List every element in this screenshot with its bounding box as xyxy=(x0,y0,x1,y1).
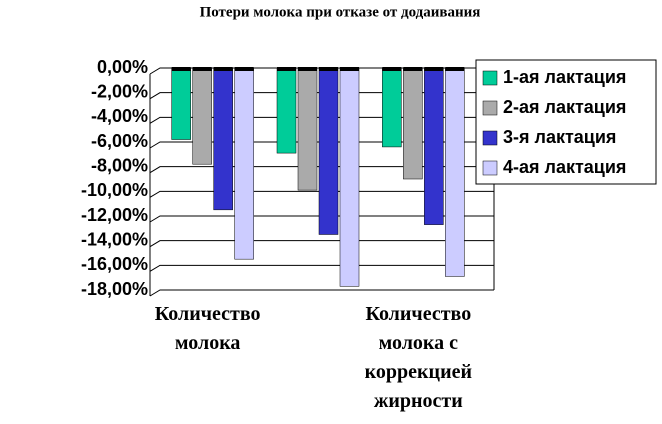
bar xyxy=(382,67,402,148)
grid-line xyxy=(149,215,494,223)
bar xyxy=(403,67,423,180)
y-tick-label: 0,00% xyxy=(97,57,148,77)
legend-swatch xyxy=(482,100,498,116)
legend-swatch xyxy=(482,130,498,146)
legend-swatch xyxy=(482,160,498,176)
legend-label: 2-ая лактация xyxy=(503,97,626,117)
bar xyxy=(445,67,465,277)
bar xyxy=(297,67,318,191)
bar-top xyxy=(424,67,444,71)
bar xyxy=(276,67,297,154)
x-tick-label: Количество молока с коррекцией жирности xyxy=(364,303,472,412)
bar xyxy=(339,67,360,287)
y-tick-label: -6,00% xyxy=(91,131,148,151)
x-tick-label: Количество молока xyxy=(154,303,261,354)
y-tick-label: -14,00% xyxy=(81,229,148,249)
bar xyxy=(213,67,233,211)
bar xyxy=(424,67,444,225)
bar-top xyxy=(319,67,338,71)
legend-swatch xyxy=(482,70,498,86)
bar-top xyxy=(340,67,359,71)
bar xyxy=(171,67,191,140)
bar-top xyxy=(445,67,465,71)
bar xyxy=(234,67,254,260)
grid-line xyxy=(149,190,494,198)
legend-label: 1-ая лактация xyxy=(503,67,626,87)
bar-top xyxy=(277,67,296,71)
y-tick-label: -8,00% xyxy=(91,155,148,175)
bar-top xyxy=(171,67,191,71)
legend-box xyxy=(475,59,657,185)
grid-line xyxy=(149,264,494,272)
chart-title: Потери молока при отказе от додаивания xyxy=(200,4,481,20)
bar xyxy=(192,67,212,165)
y-tick-label: -4,00% xyxy=(91,106,148,126)
bar-top xyxy=(234,67,254,71)
legend-label: 3-я лактация xyxy=(503,127,616,147)
grid-line xyxy=(149,166,494,174)
y-tick-label: -18,00% xyxy=(81,279,148,299)
y-tick-label: -2,00% xyxy=(91,81,148,101)
grid-line xyxy=(149,289,494,297)
bar-top xyxy=(192,67,212,71)
bar-top xyxy=(403,67,423,71)
bar-top xyxy=(298,67,317,71)
bar-top xyxy=(213,67,233,71)
y-tick-label: -10,00% xyxy=(81,180,148,200)
bar-top xyxy=(382,67,402,71)
y-tick-label: -12,00% xyxy=(81,205,148,225)
y-tick-label: -16,00% xyxy=(81,254,148,274)
grid-line xyxy=(149,240,494,248)
bar xyxy=(318,67,339,235)
legend-label: 4-ая лактация xyxy=(503,157,626,177)
